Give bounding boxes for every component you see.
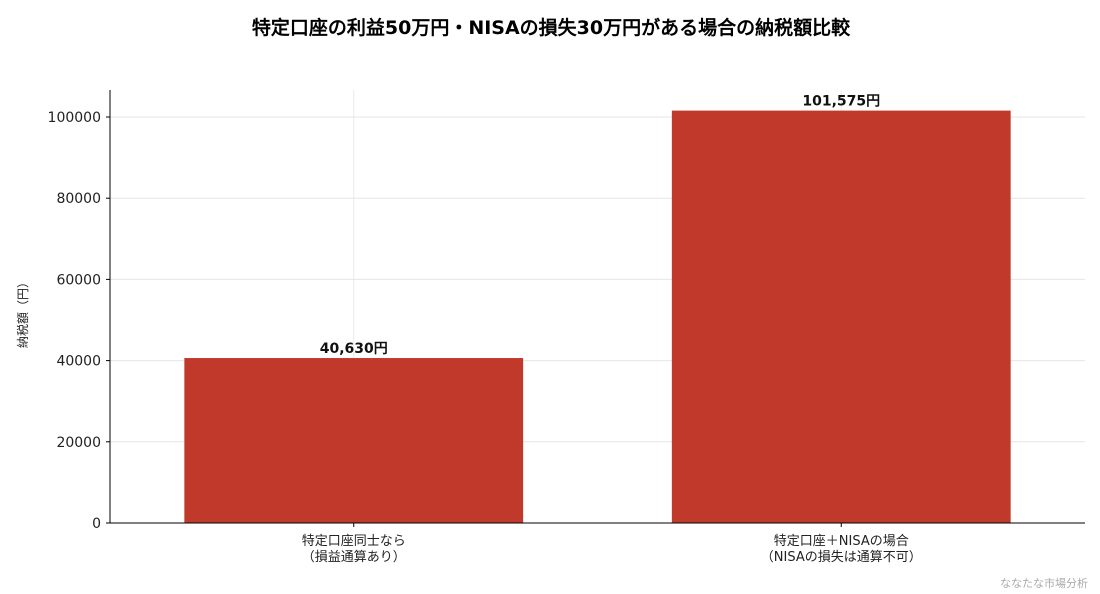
axes <box>109 90 1085 524</box>
x-tick-labels: 特定口座同士なら（損益通算あり） 特定口座＋NISAの場合（NISAの損失は通算不… <box>302 523 922 565</box>
x-tick-label: （NISAの損失は通算不可） <box>761 550 922 565</box>
y-tick-labels: 0 20000 40000 60000 80000 100000 <box>48 110 110 532</box>
x-tick-label: 特定口座＋NISAの場合 <box>774 534 909 549</box>
bar <box>671 110 1011 523</box>
x-tick-label: （損益通算あり） <box>302 550 406 565</box>
y-tick-label: 0 <box>92 516 101 532</box>
y-tick-label: 40000 <box>56 354 101 370</box>
bar <box>184 358 524 523</box>
x-tick-label: 特定口座同士なら <box>302 534 406 549</box>
bars <box>184 110 1011 523</box>
y-axis-label: 納税額（円） <box>16 276 30 348</box>
y-tick-label: 100000 <box>48 110 101 126</box>
watermark: ななたな市場分析 <box>1000 576 1088 590</box>
y-tick-label: 60000 <box>56 272 101 288</box>
y-tick-label: 20000 <box>56 435 101 451</box>
data-label: 40,630円 <box>320 341 388 357</box>
y-tick-label: 80000 <box>56 191 101 207</box>
chart-title: 特定口座の利益50万円・NISAの損失30万円がある場合の納税額比較 <box>252 16 851 39</box>
data-label: 101,575円 <box>802 94 880 110</box>
data-labels: 40,630円 101,575円 <box>320 94 880 357</box>
